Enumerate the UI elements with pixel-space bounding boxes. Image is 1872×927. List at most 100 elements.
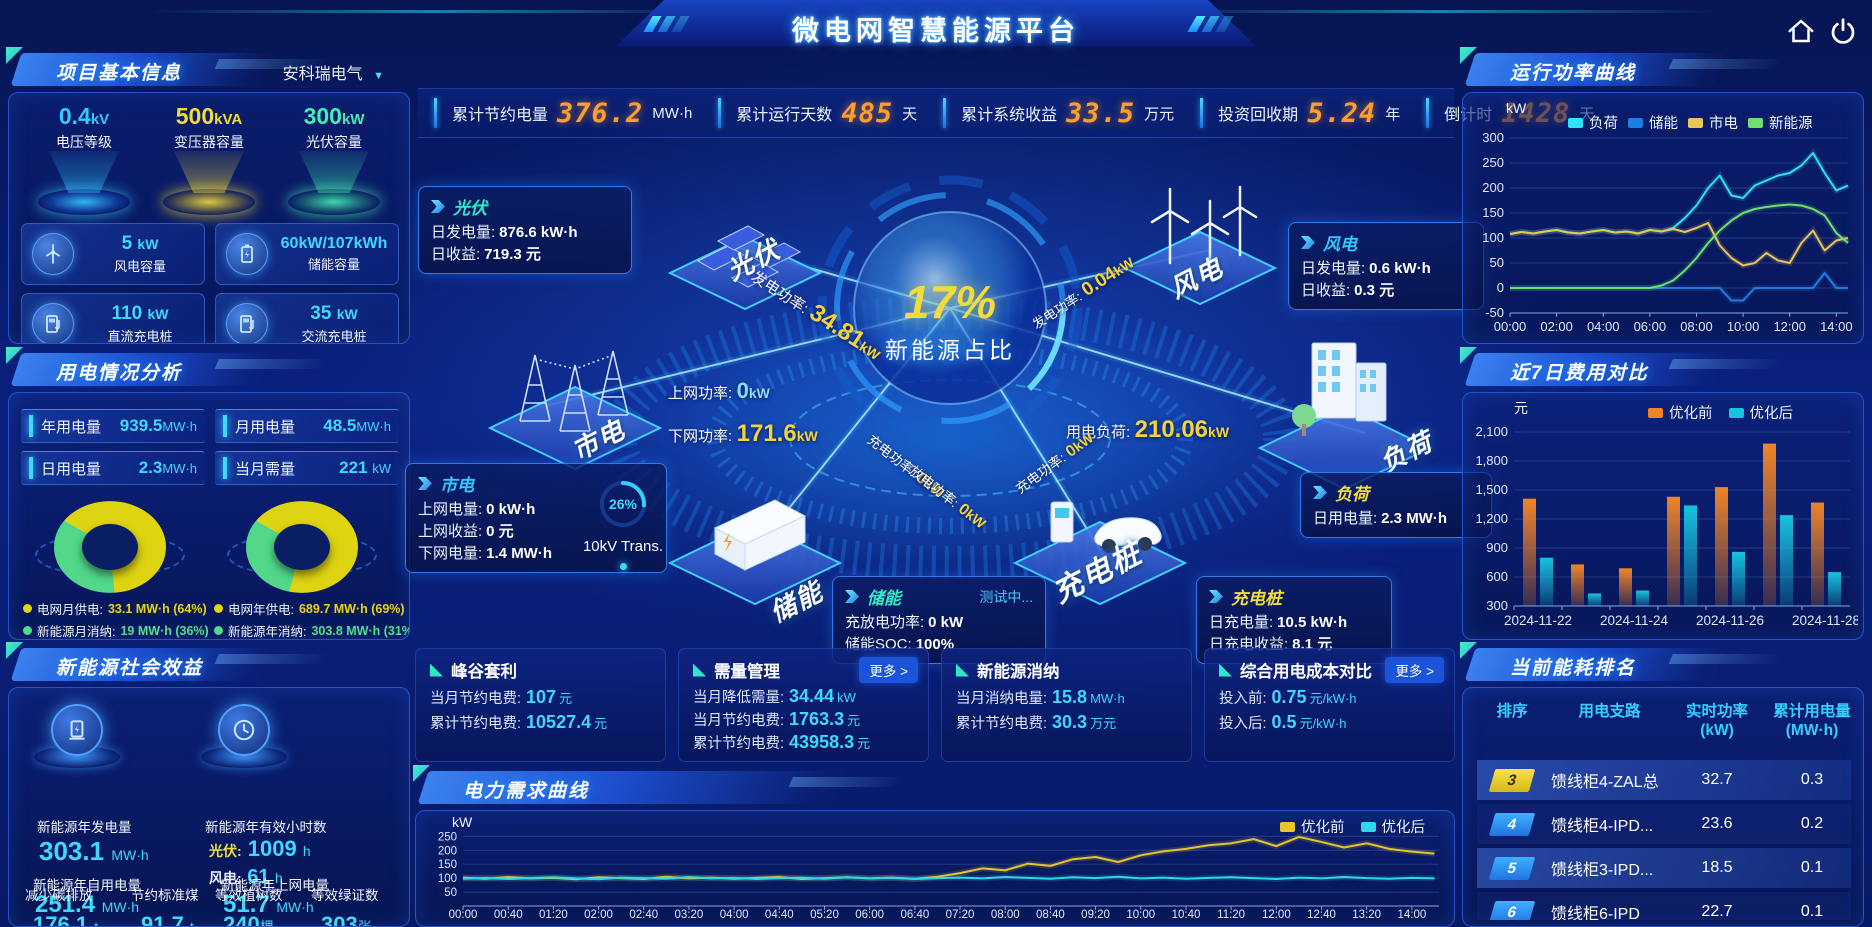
legend-label: 优化前 (1301, 820, 1345, 836)
panel-body (1462, 92, 1864, 344)
benefit-label: 等效植树数 (215, 888, 283, 903)
stat-value: 60kW/107kWh (280, 235, 388, 252)
svg-text:02:00: 02:00 (584, 909, 613, 921)
peak-valley-card: 峰谷套利 当月节约电费: 107 元 累计节约电费: 10527.4 元 (415, 648, 666, 762)
dc-charger-card: 110 kW 直流充电桩 (21, 293, 205, 343)
more-button[interactable]: 更多 > (1385, 657, 1444, 683)
renewable-consumption-card: 新能源消纳 当月消纳电量: 15.8 MW·h 累计节约电费: 30.3 万元 (941, 648, 1192, 762)
power-icon[interactable] (1828, 16, 1858, 46)
energy-flow-diagram (487, 175, 1433, 606)
table-row[interactable]: 5 馈线柜3-IPD... 18.5 0.1 (1477, 848, 1851, 888)
realtime-power: 18.5 (1701, 859, 1733, 876)
stat-label: 光伏容量 (306, 134, 362, 150)
table-row[interactable]: 3 馈线柜4-ZAL总 32.7 0.3 (1477, 760, 1851, 800)
svg-text:11:20: 11:20 (1217, 909, 1245, 921)
project-info-panel: 项目基本信息 安科瑞电气 ▼ 0.4kV 电压等级 500kVA 变压器容量 3… (6, 47, 410, 344)
pv-node-icon (667, 225, 823, 311)
rank-badge: 5 (1488, 856, 1536, 880)
legend-swatch (1748, 117, 1763, 128)
bottom-cards-row: 峰谷套利 当月节约电费: 107 元 累计节约电费: 10527.4 元 需量管理 更多… (415, 648, 1455, 762)
legend-item[interactable]: 优化后 (1728, 402, 1793, 423)
power-demand-chart: 50 100 150 200 250 00:00 00:40 01:20 02:00 02:40 0… (438, 831, 1439, 921)
svg-text:300: 300 (1486, 598, 1508, 613)
company-dropdown[interactable]: 安科瑞电气 ▼ (283, 60, 384, 84)
total-energy: 0.2 (1800, 815, 1824, 832)
charger-node-icon (1012, 501, 1188, 606)
svg-text:1,500: 1,500 (1475, 482, 1508, 497)
sphere-arc-ring-outer (817, 175, 1083, 441)
storage-node-icon (667, 499, 843, 606)
wind-turbine-icon (32, 233, 74, 275)
chevron-right-icon (845, 590, 859, 603)
svg-text:2,100: 2,100 (1475, 424, 1508, 439)
header-swoosh-right (1160, 10, 1720, 13)
legend-item[interactable]: 储能 (1628, 112, 1678, 133)
power-chart-ylabel: kW (1506, 100, 1527, 116)
sphere-arc-highlight (834, 192, 1066, 424)
svg-text:100: 100 (438, 873, 457, 885)
grid-draw-power-flow: 下网功率: 171.6kW (668, 420, 818, 447)
kpi-value: 485 (841, 97, 894, 129)
kpi-label: 累计系统收益 (961, 107, 1058, 124)
svg-text:-50: -50 (1485, 305, 1504, 320)
legend-renewable-year: 新能源年消纳: 303.8 MW·h (31%) (214, 621, 409, 639)
pv-hours-value: 光伏: 1009 h (209, 836, 311, 861)
table-row[interactable]: 6 馈线柜6-IPD 22.7 0.1 (1477, 892, 1851, 920)
legend-item[interactable]: 优化前 (1648, 402, 1713, 423)
table-row[interactable]: 4 馈线柜4-IPD... 23.6 0.2 (1477, 804, 1851, 844)
legend-item[interactable]: 优化前 (1280, 816, 1345, 837)
svg-text:10:00: 10:00 (1126, 909, 1155, 921)
legend-label: 市电 (1709, 116, 1738, 132)
benefit-label: 新能源年自用电量 (33, 878, 141, 893)
svg-text:08:40: 08:40 (1036, 909, 1065, 921)
svg-text:900: 900 (1486, 540, 1508, 555)
panel-title: 项目基本信息 (56, 63, 183, 84)
demand-chart-legend: 优化前 优化后 (1280, 816, 1425, 837)
icon-pedestal (34, 746, 120, 768)
svg-text:13:20: 13:20 (1352, 909, 1381, 921)
legend-swatch (1728, 407, 1744, 418)
svg-text:12:00: 12:00 (1773, 319, 1806, 334)
kpi-saved-energy: 累计节约电量 376.2 MW·h (418, 98, 702, 129)
total-energy: 0.1 (1800, 859, 1824, 876)
voltage-level-stat: 0.4kV 电压等级 (24, 103, 144, 215)
usage-analysis-panel: 用电情况分析 年用电量 939.5MW·h 月用电量 48.5MW·h 日用电量… (6, 347, 410, 640)
more-button[interactable]: 更多 > (859, 657, 918, 683)
svg-text:10:00: 10:00 (1727, 319, 1760, 334)
svg-text:14:00: 14:00 (1820, 319, 1853, 334)
kpi-unit: MW·h (652, 104, 693, 122)
benefit-label: 节约标准煤 (131, 888, 199, 903)
corner-icon (956, 663, 969, 677)
panel-title: 用电情况分析 (56, 363, 183, 384)
panel-body: 新能源年发电量 303.1 MW·h 新能源年有效小时数 光伏: 1009 h … (8, 687, 410, 927)
svg-text:250: 250 (1482, 155, 1504, 170)
legend-grid-year: 电网年供电: 689.7 MW·h (69%) (214, 599, 405, 618)
svg-text:04:00: 04:00 (1587, 319, 1620, 334)
legend-item[interactable]: 新能源 (1748, 112, 1813, 133)
svg-text:2024-11-24: 2024-11-24 (1600, 613, 1669, 628)
legend-item[interactable]: 负荷 (1568, 112, 1618, 133)
corner-icon (693, 663, 706, 677)
glow-disc (38, 189, 130, 215)
transformer-gauge: 26% 10kV Trans. (568, 478, 678, 570)
energy-ranking-panel: 当前能耗排名 排序 用电支路 实时功率 (kW) 累计用电量 (MW·h) 3 馈线… (1460, 642, 1864, 927)
stat-value: 5 kW (121, 233, 159, 254)
svg-text:50: 50 (1490, 255, 1504, 270)
home-icon[interactable] (1786, 16, 1816, 46)
kpi-system-income: 累计系统收益 33.5 万元 (927, 98, 1184, 129)
svg-text:14:00: 14:00 (1397, 909, 1426, 921)
svg-text:100: 100 (1482, 230, 1504, 245)
company-name: 安科瑞电气 (282, 66, 363, 83)
panel-header: 运行功率曲线 (1460, 47, 1864, 90)
wind-info-card: 风电 日发电量: 0.6 kW·h 日收益: 0.3 元 (1288, 222, 1484, 310)
benefit-value: 303.1 MW·h (39, 836, 149, 866)
chevron-right-icon (418, 477, 432, 490)
legend-item[interactable]: 市电 (1688, 112, 1738, 133)
panel-title: 新能源社会效益 (56, 658, 204, 679)
legend-item[interactable]: 优化后 (1360, 816, 1425, 837)
chevron-right-icon (1301, 236, 1315, 249)
panel-title: 当前能耗排名 (1510, 658, 1637, 679)
svg-text:01:20: 01:20 (539, 909, 568, 921)
ac-charging-pile-icon (226, 303, 268, 343)
kpi-run-days: 累计运行天数 485 天 (702, 98, 927, 129)
